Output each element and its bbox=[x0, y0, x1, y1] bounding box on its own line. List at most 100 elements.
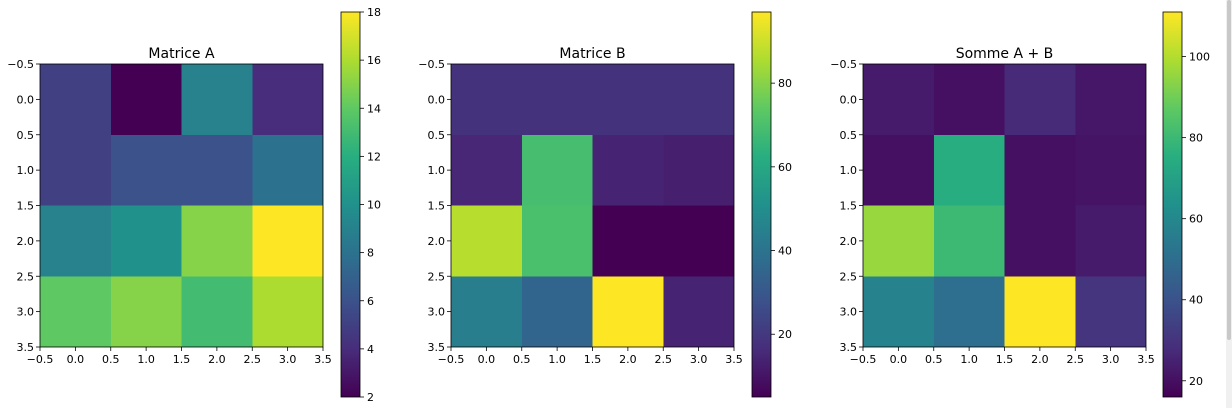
x-tick-label: 3.5 bbox=[314, 353, 332, 366]
x-tick-label: 1.5 bbox=[584, 353, 602, 366]
chart-title: Matrice A bbox=[148, 46, 215, 62]
heatmap-cell bbox=[521, 276, 593, 347]
heatmap-cell bbox=[1004, 205, 1076, 277]
colorbar bbox=[1162, 11, 1183, 398]
heatmap-cell bbox=[451, 134, 522, 206]
heatmap-cell bbox=[110, 205, 182, 277]
y-tick-label: 2.0 bbox=[17, 235, 35, 248]
y-tick-label: 3.0 bbox=[840, 306, 858, 319]
heatmap-cell bbox=[451, 64, 522, 135]
x-tick-label: 2.0 bbox=[208, 353, 226, 366]
y-tick-label: 1.0 bbox=[840, 164, 858, 177]
y-tick-label: −0.5 bbox=[830, 58, 857, 71]
y-tick-label: 1.0 bbox=[428, 164, 446, 177]
colorbar-tick-label: 14 bbox=[367, 102, 381, 115]
x-tick-label: 0.0 bbox=[67, 353, 85, 366]
heatmap-cell bbox=[933, 205, 1005, 277]
x-tick-label: 3.0 bbox=[690, 353, 708, 366]
y-tick-label: 0.0 bbox=[428, 93, 446, 106]
y-tick-label: −0.5 bbox=[7, 58, 34, 71]
chart-title: Somme A + B bbox=[956, 46, 1054, 62]
heatmap-cell bbox=[933, 276, 1005, 347]
x-tick-label: 1.0 bbox=[137, 353, 155, 366]
x-tick-label: 1.0 bbox=[960, 353, 978, 366]
x-tick-label: 0.0 bbox=[890, 353, 908, 366]
heatmap-cell bbox=[663, 205, 734, 277]
x-tick-label: 0.5 bbox=[925, 353, 943, 366]
y-tick-label: 1.0 bbox=[17, 164, 35, 177]
colorbar-tick-label: 8 bbox=[367, 247, 374, 260]
heatmap-cell bbox=[592, 134, 664, 206]
x-tick-label: 2.5 bbox=[655, 353, 673, 366]
heatmap-cell bbox=[252, 276, 323, 347]
heatmap-cell bbox=[40, 134, 111, 206]
scrollbar[interactable] bbox=[1226, 0, 1232, 408]
colorbar-tick-label: 40 bbox=[778, 245, 792, 258]
heatmap-panel-2: Matrice B−0.5 0.0 0.5 1.0 1.5 2.0 2.5 3.0 3.5−0.… bbox=[418, 11, 792, 398]
colorbar-tick-label: 40 bbox=[1189, 294, 1203, 307]
y-tick-label: 2.5 bbox=[17, 270, 35, 283]
heatmap-cell bbox=[663, 64, 734, 135]
heatmap-cell bbox=[663, 276, 734, 347]
x-tick-label: 1.5 bbox=[996, 353, 1014, 366]
y-tick-label: 3.5 bbox=[840, 341, 858, 354]
heatmap-cell bbox=[1004, 134, 1076, 206]
heatmap-panel-3: Somme A + B−0.5 0.0 0.5 1.0 1.5 2.0 2.5 3.0 3.5−… bbox=[830, 11, 1210, 398]
colorbar-tick-label: 80 bbox=[1189, 132, 1203, 145]
y-tick-label: 3.0 bbox=[17, 306, 35, 319]
heatmap-cell bbox=[181, 205, 253, 277]
y-tick-label: 2.0 bbox=[840, 235, 858, 248]
x-tick-label: 0.5 bbox=[102, 353, 120, 366]
colorbar-tick-label: 60 bbox=[1189, 213, 1203, 226]
y-tick-label: 0.0 bbox=[17, 93, 35, 106]
colorbar-tick-label: 12 bbox=[367, 150, 381, 163]
colorbar-tick-label: 18 bbox=[367, 6, 381, 19]
heatmap-cell bbox=[181, 64, 253, 135]
heatmap-cell bbox=[181, 134, 253, 206]
y-tick-label: 2.0 bbox=[428, 235, 446, 248]
y-tick-label: 1.5 bbox=[17, 200, 35, 213]
heatmap-cell bbox=[521, 205, 593, 277]
colorbar-tick-label: 20 bbox=[778, 328, 792, 341]
heatmap-cell bbox=[451, 276, 522, 347]
scrollbar-thumb[interactable] bbox=[1227, 0, 1231, 340]
heatmap-cell bbox=[181, 276, 253, 347]
chart-title: Matrice B bbox=[559, 46, 625, 62]
heatmap-cell bbox=[933, 64, 1005, 135]
y-tick-label: 1.5 bbox=[428, 200, 446, 213]
x-tick-label: −0.5 bbox=[27, 353, 54, 366]
x-tick-label: 2.5 bbox=[244, 353, 262, 366]
colorbar-tick-label: 6 bbox=[367, 295, 374, 308]
y-tick-label: 2.5 bbox=[428, 270, 446, 283]
colorbar-tick-label: 20 bbox=[1189, 375, 1203, 388]
heatmap-panel-1: Matrice A −0.5 0.0 0.5 1.0 1.5 2.0 2.5 3.0 3.5 −0.… bbox=[7, 6, 381, 404]
x-tick-label: −0.5 bbox=[850, 353, 877, 366]
heatmap-cell bbox=[110, 134, 182, 206]
heatmap-cell bbox=[863, 64, 934, 135]
y-tick-label: 0.5 bbox=[840, 129, 858, 142]
y-tick-label: 3.0 bbox=[428, 306, 446, 319]
y-tick-label: 2.5 bbox=[840, 270, 858, 283]
heatmap-cell bbox=[451, 205, 522, 277]
heatmap-cell bbox=[592, 64, 664, 135]
y-tick-label: 1.5 bbox=[840, 200, 858, 213]
y-tick-label: 3.5 bbox=[428, 341, 446, 354]
y-tick-label: 0.0 bbox=[840, 93, 858, 106]
colorbar-tick-label: 10 bbox=[367, 199, 381, 212]
x-tick-label: 1.0 bbox=[548, 353, 566, 366]
colorbar-tick-label: 4 bbox=[367, 343, 374, 356]
heatmap-cell bbox=[521, 64, 593, 135]
heatmap-cell bbox=[521, 134, 593, 206]
heatmap-cell bbox=[40, 64, 111, 135]
heatmap-cell bbox=[40, 205, 111, 277]
heatmap-cell bbox=[863, 205, 934, 277]
colorbar-tick-label: 60 bbox=[778, 161, 792, 174]
x-tick-label: 2.5 bbox=[1067, 353, 1085, 366]
colorbar bbox=[340, 11, 361, 398]
heatmap-cell bbox=[1075, 64, 1146, 135]
x-tick-label: 2.0 bbox=[1031, 353, 1049, 366]
x-tick-label: 1.5 bbox=[173, 353, 191, 366]
colorbar-tick-label: 16 bbox=[367, 54, 381, 67]
heatmap-cell bbox=[252, 205, 323, 277]
